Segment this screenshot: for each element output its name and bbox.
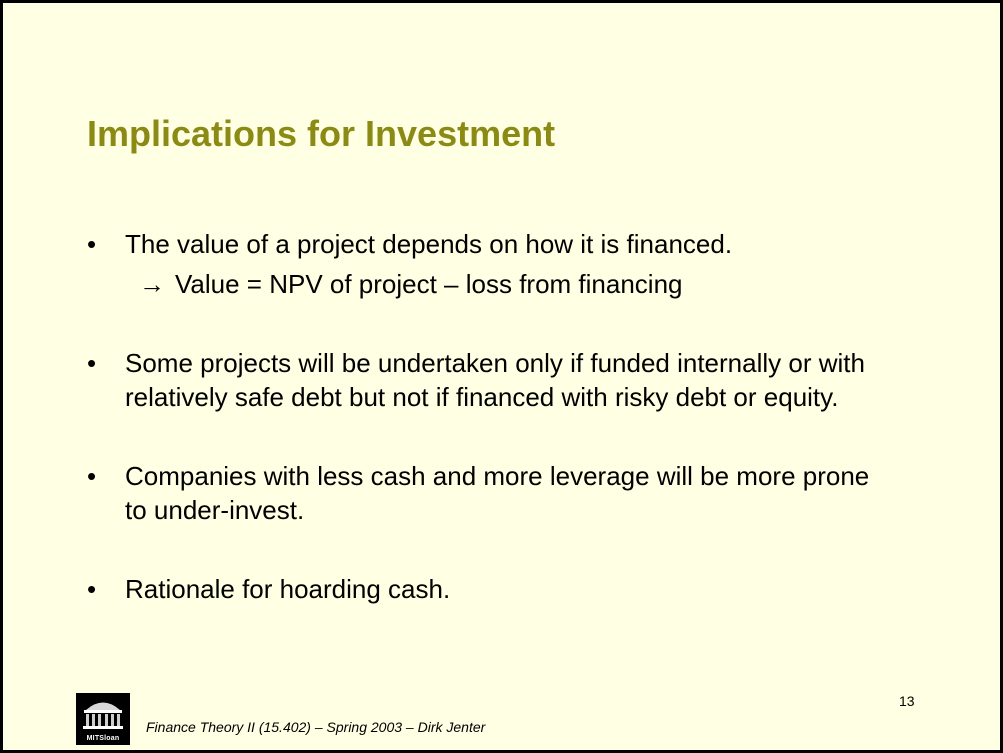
dome-icon: [83, 702, 123, 729]
bullet-marker: •: [87, 348, 97, 378]
bullet-text: Companies with less cash and more levera…: [125, 461, 870, 525]
arrow-icon: →: [139, 269, 165, 299]
logo-text: MITSloan: [86, 735, 120, 742]
bullet-marker: •: [87, 461, 97, 491]
sub-bullet-text: Value = NPV of project – loss from finan…: [175, 269, 683, 299]
footer-course: Finance Theory II (15.402) – Spring 2003…: [146, 719, 486, 735]
mit-sloan-logo: MITSloan: [76, 693, 130, 745]
bullet-marker: •: [87, 574, 97, 604]
bullet-marker: •: [87, 229, 97, 259]
slide-title: Implications for Investment: [87, 113, 556, 154]
sub-bullet-item: → Value = NPV of project – loss from fina…: [139, 267, 683, 301]
page-number: 13: [899, 693, 915, 709]
bullet-text: Some projects will be undertaken only if…: [125, 348, 865, 412]
bullet-text: Rationale for hoarding cash.: [125, 574, 451, 604]
bullet-text: The value of a project depends on how it…: [125, 229, 733, 259]
